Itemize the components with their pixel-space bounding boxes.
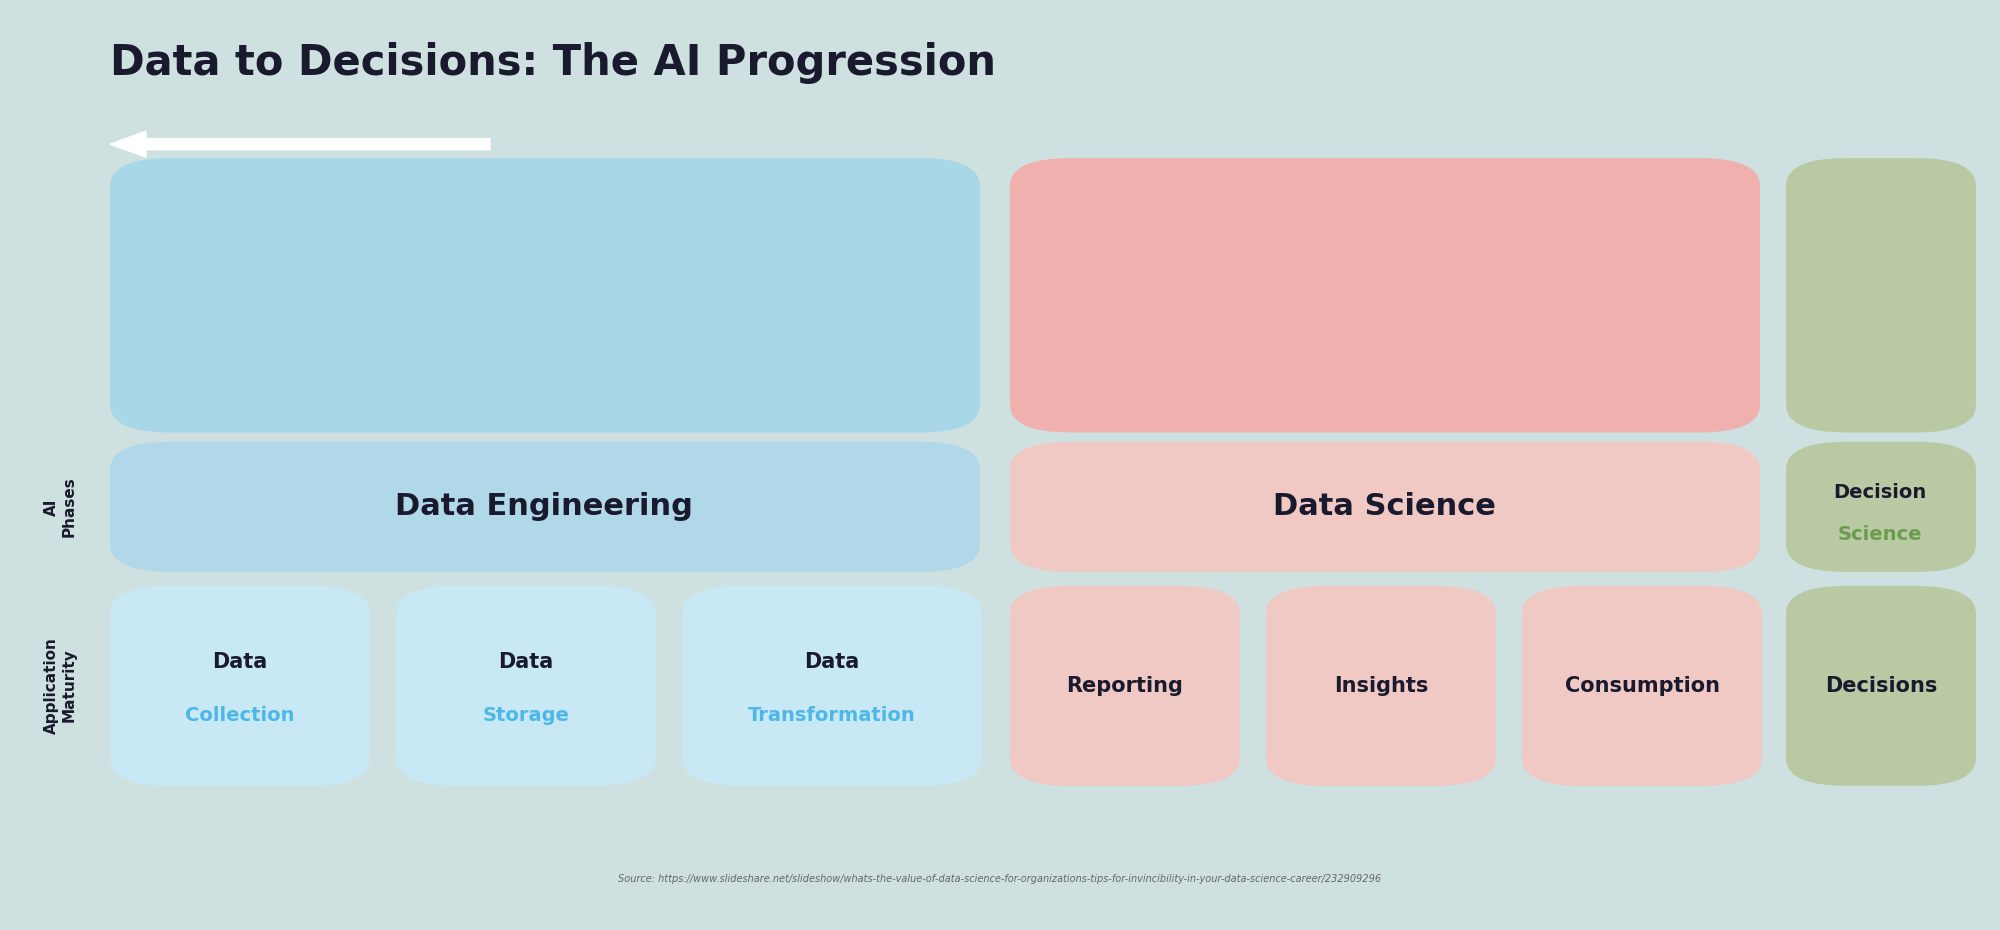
FancyBboxPatch shape — [1786, 158, 1976, 432]
Text: Decisions: Decisions — [1824, 676, 1938, 696]
Text: Data Science: Data Science — [1272, 492, 1496, 522]
FancyBboxPatch shape — [110, 586, 370, 786]
Text: Source: https://www.slideshare.net/slideshow/whats-the-value-of-data-science-for: Source: https://www.slideshare.net/slide… — [618, 874, 1382, 883]
FancyBboxPatch shape — [396, 586, 656, 786]
FancyArrow shape — [110, 131, 490, 157]
Text: Decision: Decision — [1834, 484, 1926, 502]
Text: Reporting: Reporting — [1066, 676, 1184, 696]
FancyBboxPatch shape — [1010, 442, 1760, 572]
FancyBboxPatch shape — [1786, 586, 1976, 786]
FancyBboxPatch shape — [682, 586, 982, 786]
Text: Collection: Collection — [186, 707, 294, 725]
Text: Consumption: Consumption — [1564, 676, 1720, 696]
Text: Data Engineering: Data Engineering — [396, 492, 692, 522]
FancyBboxPatch shape — [1266, 586, 1496, 786]
FancyBboxPatch shape — [110, 158, 980, 432]
FancyBboxPatch shape — [1010, 586, 1240, 786]
Text: Insights: Insights — [1334, 676, 1428, 696]
Text: Storage: Storage — [482, 707, 570, 725]
FancyBboxPatch shape — [110, 442, 980, 572]
FancyBboxPatch shape — [1010, 158, 1760, 432]
Text: Science: Science — [1838, 525, 1922, 544]
FancyBboxPatch shape — [1786, 442, 1976, 572]
Text: Data: Data — [804, 652, 860, 671]
Text: Transformation: Transformation — [748, 707, 916, 725]
Text: Data: Data — [212, 652, 268, 671]
Text: Data: Data — [498, 652, 554, 671]
Text: Data to Decisions: The AI Progression: Data to Decisions: The AI Progression — [110, 42, 996, 84]
Text: AI
Phases: AI Phases — [44, 476, 76, 538]
Text: Application
Maturity: Application Maturity — [44, 637, 76, 734]
FancyBboxPatch shape — [1522, 586, 1762, 786]
